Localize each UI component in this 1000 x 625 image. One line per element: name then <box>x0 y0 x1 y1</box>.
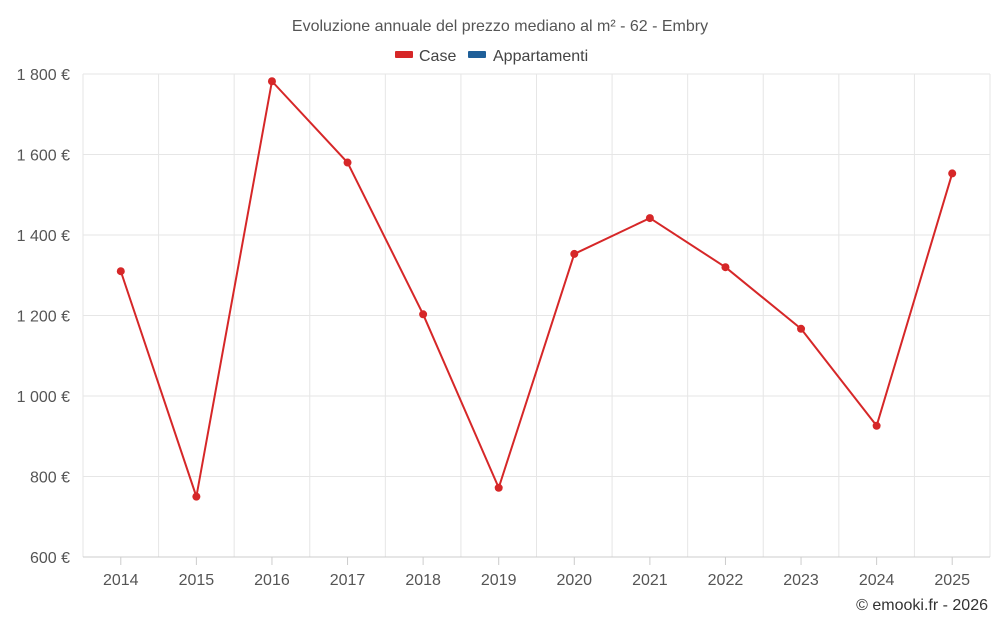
legend-swatch-case <box>395 51 413 58</box>
legend-item-appartamenti[interactable]: Appartamenti <box>468 48 588 65</box>
data-point[interactable] <box>797 324 806 333</box>
x-tick-label: 2018 <box>405 572 441 589</box>
y-axis-ticks: 600 € 800 € 1 000 € 1 200 € 1 400 € 1 600 € 1 … <box>17 67 70 567</box>
series-lines <box>119 80 954 498</box>
series-line-case <box>119 80 954 498</box>
series-points <box>116 77 957 501</box>
y-tick-label: 1 400 € <box>17 228 70 245</box>
legend: Case Appartamenti <box>395 48 588 65</box>
x-tick-label: 2025 <box>934 572 970 589</box>
x-tick-label: 2024 <box>859 572 895 589</box>
data-point[interactable] <box>192 492 201 501</box>
data-point[interactable] <box>267 77 276 86</box>
x-axis-ticks: 2014 2015 2016 2017 2018 2019 2020 2021 2022 2023… <box>103 557 970 589</box>
data-point[interactable] <box>419 310 428 319</box>
chart-title: Evoluzione annuale del prezzo mediano al… <box>292 18 708 35</box>
y-tick-label: 600 € <box>30 550 70 567</box>
credit-text: © emooki.fr - 2026 <box>856 597 988 614</box>
x-tick-label: 2020 <box>556 572 592 589</box>
legend-label-appartamenti: Appartamenti <box>493 48 588 65</box>
data-point[interactable] <box>116 267 125 276</box>
data-point[interactable] <box>343 158 352 167</box>
x-tick-label: 2023 <box>783 572 819 589</box>
x-tick-label: 2015 <box>179 572 215 589</box>
data-point[interactable] <box>948 169 957 178</box>
y-tick-label: 1 600 € <box>17 148 70 165</box>
data-point[interactable] <box>570 249 579 258</box>
y-tick-label: 1 000 € <box>17 389 70 406</box>
y-tick-label: 800 € <box>30 470 70 487</box>
x-tick-label: 2022 <box>708 572 744 589</box>
legend-label-case: Case <box>419 48 456 65</box>
x-tick-label: 2014 <box>103 572 139 589</box>
horizontal-gridlines <box>83 73 990 477</box>
x-tick-label: 2021 <box>632 572 668 589</box>
data-point[interactable] <box>721 263 730 272</box>
x-tick-label: 2019 <box>481 572 517 589</box>
legend-item-case[interactable]: Case <box>395 48 456 65</box>
y-tick-label: 1 200 € <box>17 309 70 326</box>
legend-swatch-appartamenti <box>468 51 486 58</box>
data-point[interactable] <box>645 214 654 223</box>
x-tick-label: 2017 <box>330 572 366 589</box>
x-tick-label: 2016 <box>254 572 290 589</box>
data-point[interactable] <box>872 421 881 430</box>
data-point[interactable] <box>494 483 503 492</box>
y-tick-label: 1 800 € <box>17 67 70 84</box>
